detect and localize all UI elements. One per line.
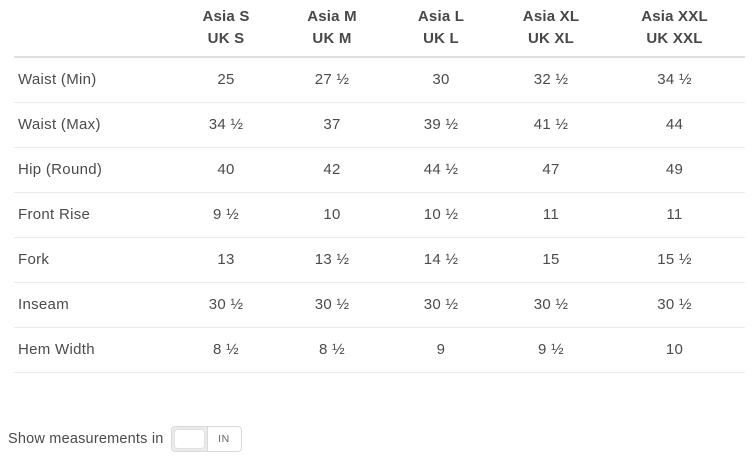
cell-value: 30 ½ — [208, 296, 244, 313]
header-row: Asia S UK S Asia M UK M Asia L UK L Asia… — [14, 0, 745, 57]
table-row-hip-round: Hip (Round) 40 42 44 ½ 47 49 — [14, 147, 745, 192]
cell-value: 9 ½ — [538, 341, 564, 358]
header-corner-cell — [14, 0, 172, 57]
cell-value: 30 ½ — [314, 296, 350, 313]
cell-value: 30 ½ — [533, 296, 569, 313]
unit-toggle-label: Show measurements in — [8, 431, 164, 447]
column-header-line1: Asia S — [202, 8, 250, 25]
cell-value: 8 ½ — [319, 341, 345, 358]
cell-value: 42 — [323, 161, 341, 178]
column-header-line1: Asia XL — [522, 8, 580, 25]
row-label: Hem Width — [18, 341, 95, 358]
row-label: Front Rise — [18, 206, 91, 223]
column-header-line2: UK S — [207, 30, 245, 47]
table-row-inseam: Inseam 30 ½ 30 ½ 30 ½ 30 ½ 30 ½ — [14, 282, 745, 327]
cell-value: 44 — [665, 116, 684, 133]
column-header-line2: UK XL — [528, 30, 574, 47]
cell-value: 30 — [432, 71, 450, 89]
table-row-waist-max: Waist (Max) 34 ½ 37 39 ½ 41 ½ 44 — [14, 102, 745, 147]
unit-toggle-track[interactable] — [171, 427, 207, 451]
cell-value: 47 — [542, 161, 560, 178]
cell-value: 40 — [217, 161, 235, 178]
column-header-line2: UK XXL — [646, 30, 703, 47]
cell-value: 9 — [436, 341, 446, 358]
cell-value: 15 ½ — [657, 251, 692, 268]
row-label: Waist (Max) — [18, 116, 101, 133]
size-chart-table: Asia S UK S Asia M UK M Asia L UK L Asia… — [14, 0, 745, 373]
row-label: Fork — [18, 251, 50, 268]
row-label: Inseam — [18, 296, 69, 313]
column-header-asia-xxl: Asia XXL UK XXL — [604, 0, 745, 57]
cell-value: 15 — [542, 251, 560, 268]
column-header-asia-m: Asia M UK M — [280, 0, 384, 57]
cell-value: 14 ½ — [423, 251, 459, 268]
cell-value: 39 ½ — [423, 116, 459, 133]
cell-value: 30 ½ — [423, 296, 459, 313]
cell-value: 10 — [665, 341, 684, 358]
cell-value: 34 ½ — [208, 116, 244, 133]
cell-value: 41 ½ — [533, 116, 569, 133]
cell-value: 8 ½ — [213, 341, 239, 358]
table-row-hem-width: Hem Width 8 ½ 8 ½ 9 9 ½ 10 — [14, 327, 745, 372]
unit-toggle-knob[interactable] — [174, 430, 204, 448]
row-label: Hip (Round) — [18, 161, 103, 178]
cell-value: 9 ½ — [213, 206, 239, 223]
unit-toggle[interactable]: IN — [170, 426, 242, 452]
table-row-front-rise: Front Rise 9 ½ 10 10 ½ 11 11 — [14, 192, 745, 237]
cell-value: 37 — [323, 116, 341, 133]
row-label: Waist (Min) — [18, 71, 97, 89]
cell-value: 13 ½ — [314, 251, 350, 268]
cell-value: 44 ½ — [423, 161, 459, 178]
cell-value: 32 ½ — [533, 71, 569, 89]
table-row-waist-min: Waist (Min) 25 27 ½ 30 32 ½ 34 ½ — [14, 57, 745, 102]
unit-toggle-row: Show measurements in IN — [8, 426, 242, 452]
column-header-line2: UK L — [423, 30, 459, 47]
cell-value: 25 — [217, 71, 235, 89]
column-header-asia-l: Asia L UK L — [384, 0, 498, 57]
cell-value: 49 — [665, 161, 684, 178]
cell-value: 30 ½ — [657, 296, 692, 313]
unit-toggle-selected-unit[interactable]: IN — [206, 427, 241, 451]
column-header-asia-xl: Asia XL UK XL — [498, 0, 604, 57]
column-header-asia-s: Asia S UK S — [172, 0, 280, 57]
cell-value: 13 — [217, 251, 235, 268]
cell-value: 34 ½ — [657, 71, 692, 89]
column-header-line1: Asia M — [307, 8, 357, 25]
cell-value: 27 ½ — [314, 71, 350, 89]
column-header-line2: UK M — [312, 30, 352, 47]
cell-value: 10 — [323, 206, 341, 223]
table-row-fork: Fork 13 13 ½ 14 ½ 15 15 ½ — [14, 237, 745, 282]
cell-value: 11 — [666, 206, 683, 223]
cell-value: 11 — [542, 206, 560, 223]
cell-value: 10 ½ — [423, 206, 459, 223]
column-header-line1: Asia XXL — [641, 8, 708, 25]
column-header-line1: Asia L — [417, 8, 465, 25]
